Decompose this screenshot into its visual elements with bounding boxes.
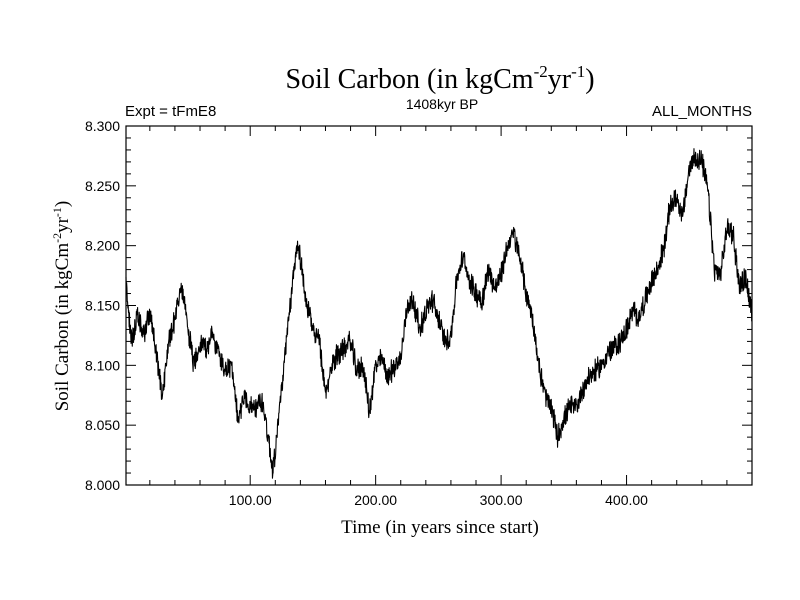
- x-tick-label: 100.00: [229, 492, 272, 508]
- series-line-soil-carbon: [125, 148, 753, 479]
- x-tick-label: 400.00: [605, 492, 648, 508]
- x-tick-label: 200.00: [354, 492, 397, 508]
- y-tick-label: 8.250: [85, 178, 120, 194]
- y-tick-label: 8.000: [85, 477, 120, 493]
- experiment-label: Expt = tFmE8: [125, 103, 216, 120]
- y-tick-label: 8.300: [85, 118, 120, 134]
- y-tick-label: 8.100: [85, 357, 120, 373]
- tick-labels-layer: 8.000 8.050 8.100 8.150 8.200 8.250 8.300 100.0…: [85, 118, 648, 508]
- months-label: ALL_MONTHS: [652, 103, 752, 120]
- y-tick-label: 8.200: [85, 238, 120, 254]
- y-tick-label: 8.150: [85, 298, 120, 314]
- y-tick-label: 8.050: [85, 417, 120, 433]
- plot-frame: [125, 125, 753, 486]
- y-axis-label: Soil Carbon (in kgCm-2yr-1): [50, 201, 73, 412]
- x-tick-label: 300.00: [480, 492, 523, 508]
- chart-subtitle: 1408kyr BP: [406, 96, 478, 112]
- series-layer: [125, 148, 753, 479]
- x-axis-label: Time (in years since start): [341, 517, 539, 538]
- chart-title: Soil Carbon (in kgCm-2yr-1): [285, 62, 594, 95]
